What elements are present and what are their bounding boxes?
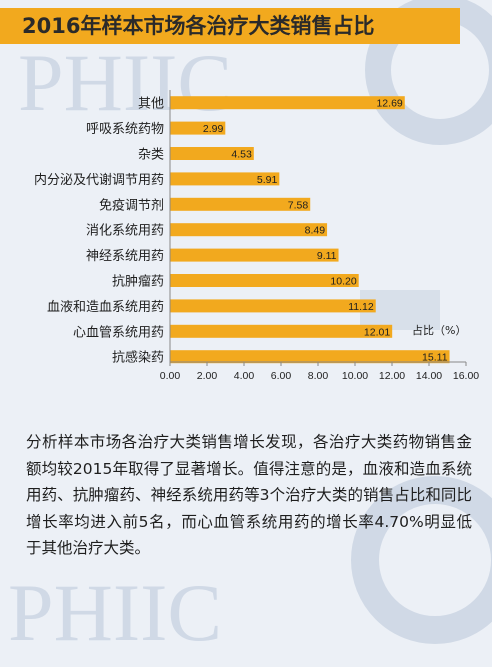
x-tick-label: 10.00 [342,370,368,382]
watermark-text-top: PHIIC [18,37,232,128]
category-label: 消化系统用药 [86,224,164,239]
x-tick-label: 14.00 [416,370,442,382]
title-bar: 2016年样本市场各治疗大类销售占比 [0,8,460,44]
data-label: 10.20 [330,276,356,288]
bar [170,121,226,135]
bar [170,147,254,160]
data-label: 11.12 [348,301,374,313]
data-label: 5.91 [257,174,278,186]
category-label: 呼吸系统药物 [86,122,164,137]
data-label: 12.01 [364,326,390,338]
category-label: 抗感染药 [112,350,164,366]
x-tick-label: 12.00 [379,370,405,382]
category-label: 内分泌及代谢调节用药 [34,172,164,188]
page-title: 2016年样本市场各治疗大类销售占比 [22,14,375,38]
bar [170,197,311,211]
category-label: 心血管系统用药 [73,325,164,340]
watermark-ring-bottom [351,476,492,644]
x-tick-label: 16.00 [453,370,479,382]
bar-chart: 其他 12.69 呼吸系统药物 2.99 杂类 4.53 内分泌及代谢调节用药 5.91 免疫调… [34,90,479,382]
bar [170,248,339,262]
bar [170,324,393,338]
x-tick-label: 6.00 [271,370,292,382]
data-label: 8.49 [305,225,326,237]
unit-label: 占比（%） [412,323,466,337]
category-label: 神经系统用药 [86,249,164,264]
bar [170,299,376,313]
data-label: 4.53 [231,149,252,161]
bar [170,96,405,110]
analysis-paragraph: 分析样本市场各治疗大类销售增长发现，各治疗大类药物销售金额均较2015年取得了显… [26,433,472,557]
data-label: 15.11 [422,352,448,364]
x-tick-label: 4.00 [234,370,255,382]
x-tick-label: 8.00 [308,370,329,382]
watermark-text-bottom: PHIIC [8,567,222,658]
category-label: 免疫调节剂 [99,197,164,213]
category-label: 血液和造血系统用药 [47,300,164,315]
bar [170,350,450,364]
x-tick-label: 2.00 [197,370,218,382]
bar [170,223,328,237]
data-label: 2.99 [203,123,224,135]
category-label: 其他 [138,97,164,112]
bar [170,274,359,287]
data-label: 12.69 [376,98,402,110]
data-label: 9.11 [317,250,337,262]
data-label: 7.58 [288,199,309,211]
bar [170,172,280,186]
category-label: 杂类 [138,148,164,163]
x-tick-label: 0.00 [160,370,181,382]
category-label: 抗肿瘤药 [112,274,164,290]
